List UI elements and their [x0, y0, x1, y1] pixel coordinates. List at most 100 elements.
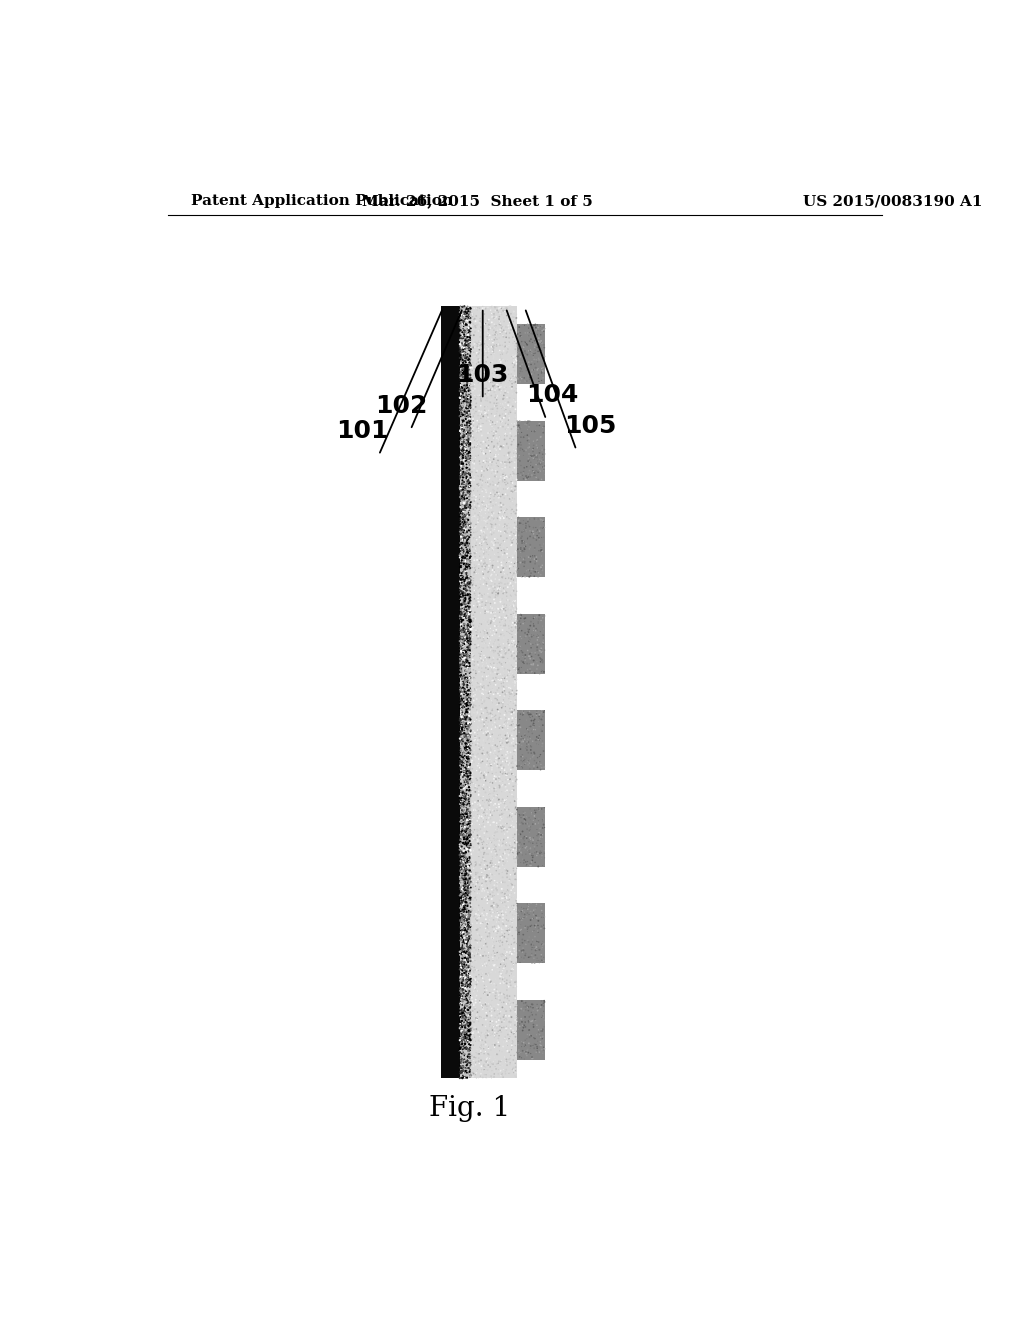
Point [459, 939, 475, 960]
Point [482, 414, 499, 436]
Point [496, 407, 512, 428]
Point [532, 1035, 549, 1056]
Point [458, 543, 474, 564]
Point [453, 296, 469, 317]
Point [488, 420, 505, 441]
Point [455, 1059, 471, 1080]
Point [508, 970, 524, 991]
Point [482, 483, 499, 504]
Point [470, 380, 486, 401]
Point [522, 548, 539, 569]
Point [474, 371, 490, 392]
Point [485, 838, 502, 859]
Point [490, 503, 507, 524]
Point [527, 945, 544, 966]
Point [468, 747, 484, 768]
Point [480, 451, 497, 473]
Point [524, 829, 541, 850]
Point [520, 331, 537, 352]
Point [510, 612, 526, 634]
Point [537, 640, 553, 661]
Point [490, 309, 507, 330]
Point [457, 1067, 473, 1088]
Point [461, 338, 477, 359]
Point [471, 763, 487, 784]
Point [494, 690, 510, 711]
Point [479, 1036, 496, 1057]
Point [536, 1007, 552, 1028]
Point [489, 690, 506, 711]
Point [452, 302, 468, 323]
Point [455, 454, 471, 475]
Point [481, 983, 498, 1005]
Point [503, 1032, 519, 1053]
Point [500, 573, 516, 594]
Point [487, 466, 504, 487]
Point [461, 1011, 477, 1032]
Point [481, 507, 498, 528]
Point [457, 738, 473, 759]
Point [461, 942, 477, 964]
Point [462, 368, 478, 389]
Point [481, 586, 498, 607]
Point [517, 1011, 534, 1032]
Point [504, 317, 520, 338]
Point [522, 535, 539, 556]
Point [481, 647, 498, 668]
Bar [517, 807, 545, 867]
Point [454, 702, 470, 723]
Point [467, 537, 483, 558]
Point [475, 842, 492, 863]
Point [494, 673, 510, 694]
Point [463, 991, 479, 1012]
Point [455, 965, 471, 986]
Point [482, 920, 499, 941]
Point [477, 601, 494, 622]
Point [507, 545, 523, 566]
Point [487, 854, 504, 875]
Point [454, 619, 470, 640]
Point [454, 730, 470, 751]
Point [453, 655, 469, 676]
Point [453, 937, 469, 958]
Point [464, 781, 480, 803]
Point [456, 490, 472, 511]
Point [458, 878, 474, 899]
Point [454, 525, 470, 546]
Point [471, 612, 487, 634]
Point [513, 461, 529, 482]
Point [530, 368, 547, 389]
Point [457, 884, 473, 906]
Point [479, 487, 496, 508]
Point [453, 603, 469, 624]
Point [453, 814, 469, 836]
Point [460, 744, 476, 766]
Point [461, 558, 477, 579]
Point [454, 1055, 470, 1076]
Point [457, 1008, 473, 1030]
Point [473, 461, 489, 482]
Point [463, 1060, 479, 1081]
Point [455, 499, 471, 520]
Point [481, 681, 498, 702]
Point [492, 907, 508, 928]
Point [455, 1007, 471, 1028]
Point [455, 696, 471, 717]
Point [461, 502, 477, 523]
Point [467, 998, 483, 1019]
Point [471, 648, 487, 669]
Point [498, 764, 514, 785]
Point [484, 306, 501, 327]
Point [480, 421, 497, 442]
Point [477, 652, 494, 673]
Point [459, 331, 475, 352]
Point [485, 909, 502, 931]
Point [462, 711, 478, 733]
Point [483, 611, 500, 632]
Point [456, 941, 472, 962]
Point [515, 729, 531, 750]
Point [458, 737, 474, 758]
Point [454, 546, 470, 568]
Point [476, 690, 493, 711]
Point [483, 1068, 500, 1089]
